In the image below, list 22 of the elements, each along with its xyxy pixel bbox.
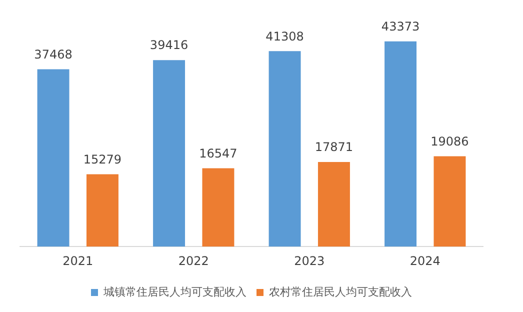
data-label: 17871 — [314, 140, 354, 154]
data-label: 37468 — [34, 47, 72, 62]
bar — [384, 41, 417, 247]
data-label: 16547 — [199, 146, 238, 160]
data-label: 15279 — [83, 152, 122, 166]
x-tick-label: 2021 — [62, 254, 94, 268]
x-tick-label: 2022 — [178, 254, 209, 268]
bar — [202, 168, 234, 247]
bar — [268, 51, 301, 247]
x-tick-label: 2023 — [294, 254, 325, 268]
bar — [434, 156, 466, 247]
legend-label: 城镇常住居民人均可支配收入 — [102, 285, 246, 298]
data-label: 41308 — [266, 29, 304, 44]
legend-label: 农村常住居民人均可支配收入 — [269, 285, 412, 298]
bar — [86, 174, 118, 247]
data-label: 19086 — [430, 134, 469, 148]
data-label: 39416 — [150, 38, 188, 52]
data-label: 43373 — [381, 19, 420, 34]
bar — [153, 60, 186, 247]
bar — [37, 69, 70, 247]
x-tick-label: 2024 — [410, 254, 440, 268]
bar — [318, 162, 350, 247]
